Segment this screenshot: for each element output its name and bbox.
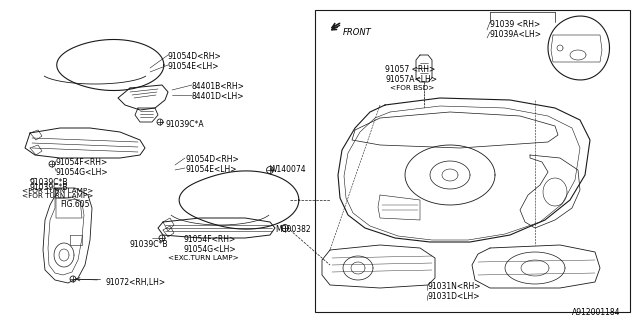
- Text: <FOR BSD>: <FOR BSD>: [390, 85, 435, 91]
- Text: 91072<RH,LH>: 91072<RH,LH>: [105, 278, 165, 287]
- Text: 91039 <RH>: 91039 <RH>: [490, 20, 540, 29]
- Text: 91039C*B: 91039C*B: [130, 240, 168, 249]
- Text: <EXC.TURN LAMP>: <EXC.TURN LAMP>: [168, 255, 239, 261]
- Text: 91054G<LH>: 91054G<LH>: [183, 245, 236, 254]
- Text: <FOR TURN LAMP>: <FOR TURN LAMP>: [22, 193, 93, 199]
- Text: 91057 <RH>: 91057 <RH>: [385, 65, 435, 74]
- Text: 91054F<RH>: 91054F<RH>: [56, 158, 108, 167]
- Text: 91039C*B: 91039C*B: [30, 178, 68, 187]
- Text: 91054E<LH>: 91054E<LH>: [168, 62, 220, 71]
- Text: 84401B<RH>: 84401B<RH>: [192, 82, 245, 91]
- Text: 91054F<RH>: 91054F<RH>: [183, 235, 236, 244]
- Text: 91039C*A: 91039C*A: [165, 120, 204, 129]
- Text: 91054G<LH>: 91054G<LH>: [56, 168, 109, 177]
- Text: 91031D<LH>: 91031D<LH>: [427, 292, 479, 301]
- Text: W140074: W140074: [270, 165, 307, 174]
- Text: 84401D<LH>: 84401D<LH>: [192, 92, 244, 101]
- Text: 91039A<LH>: 91039A<LH>: [490, 30, 542, 39]
- Bar: [315, 10, 630, 312]
- Text: 91054D<RH>: 91054D<RH>: [185, 155, 239, 164]
- Text: 91031N<RH>: 91031N<RH>: [427, 282, 481, 291]
- Text: <FOR TURN LAMP>: <FOR TURN LAMP>: [22, 188, 93, 194]
- Text: 91057A<LH>: 91057A<LH>: [385, 75, 437, 84]
- Text: FRONT: FRONT: [343, 28, 372, 37]
- Text: FIG.605: FIG.605: [60, 200, 90, 209]
- Text: 91054E<LH>: 91054E<LH>: [185, 165, 237, 174]
- Text: M000382: M000382: [275, 225, 310, 234]
- Text: 91039C*B: 91039C*B: [30, 183, 68, 192]
- Text: A912001184: A912001184: [572, 308, 621, 317]
- Text: 91054D<RH>: 91054D<RH>: [168, 52, 221, 61]
